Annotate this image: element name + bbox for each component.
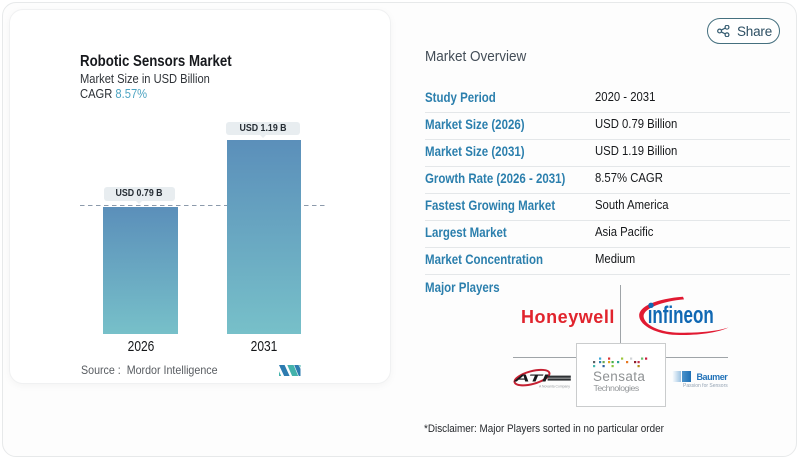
svg-text:A Novanta Company: A Novanta Company: [539, 383, 570, 388]
svg-text:infineon: infineon: [648, 302, 714, 329]
svg-text:ATI: ATI: [512, 373, 550, 385]
